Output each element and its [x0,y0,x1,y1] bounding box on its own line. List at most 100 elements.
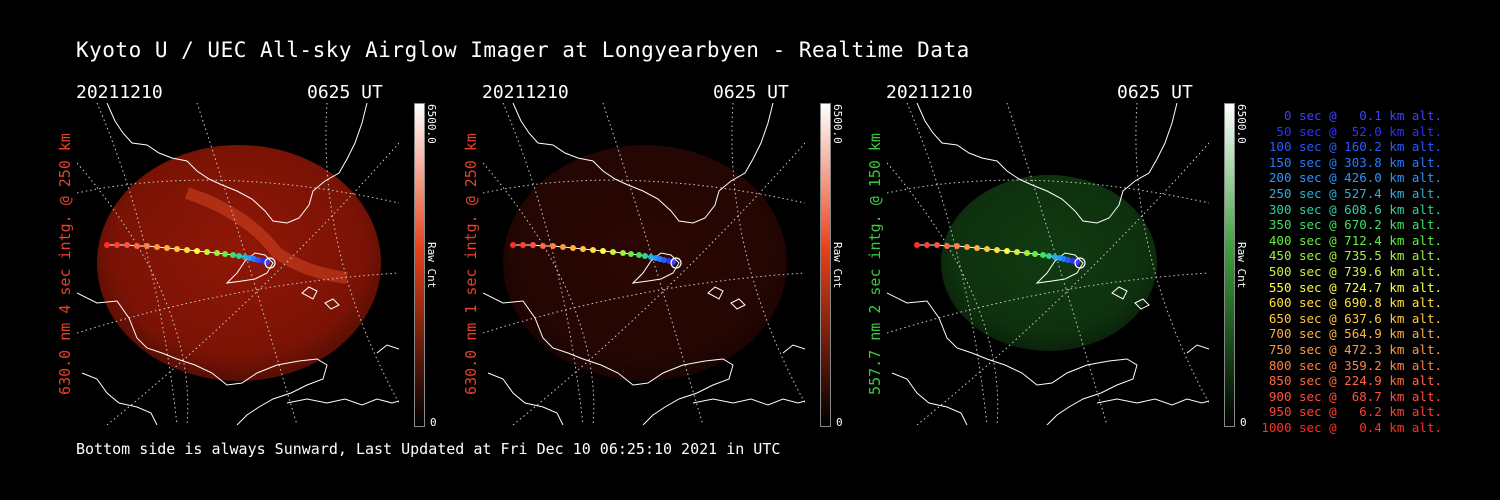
trajectory-point [628,251,634,257]
trajectory-point [164,245,170,251]
trajectory-point [236,253,242,259]
trajectory-point [540,243,546,249]
trajectory-point [242,254,248,260]
trajectory-point [144,243,150,249]
trajectory-point [1004,248,1010,254]
graticule-line [512,142,805,425]
footer-status: Bottom side is always Sunward, Last Upda… [76,440,781,458]
trajectory-point [550,243,556,249]
panel-2-allsky-map [483,103,805,425]
trajectory-point [230,252,236,258]
legend-row: 700 sec @ 564.9 km alt. [1268,326,1442,342]
panel-3-colorbar [1224,103,1235,427]
legend-row: 450 sec @ 735.5 km alt. [1268,248,1442,264]
coastline [891,372,968,425]
trajectory-point [661,257,667,263]
legend-row: 300 sec @ 608.6 km alt. [1268,201,1442,217]
trajectory-point [636,252,642,258]
panel-1-date: 20211210 [76,82,163,103]
coastline [106,103,368,224]
trajectory-point [944,243,950,249]
panel-3-colorbar-min: 0 [1240,416,1247,429]
panel-3-time: 0625 UT [1117,82,1193,103]
legend-row: 550 sec @ 724.7 km alt. [1268,279,1442,295]
station-marker [264,257,276,269]
trajectory-point [204,249,210,255]
panel-2-colorbar [820,103,831,427]
trajectory-point [642,253,648,259]
legend-row: 800 sec @ 359.2 km alt. [1268,357,1442,373]
trajectory-point [570,245,576,251]
coastline [1035,252,1084,284]
panel-map-canvas [483,103,805,425]
graticule-line [916,142,1209,425]
trajectory-point [590,247,596,253]
trajectory-point [104,242,110,248]
trajectory-point [1040,252,1046,258]
coastline [512,103,774,224]
panel-2-wavelength-label: 630.0 nm 1 sec intg. @ 250 km [462,133,480,395]
panel-1-colorbar-unit: Raw Cnt [425,242,438,289]
panel-3-colorbar-max: 6500.0 [1235,104,1248,144]
panel-map-canvas [77,103,399,425]
legend-row: 850 sec @ 224.9 km alt. [1268,373,1442,389]
graticule-line [906,103,988,425]
trajectory-point [194,248,200,254]
graticule-line [887,162,999,425]
legend-row: 400 sec @ 712.4 km alt. [1268,232,1442,248]
panel-1-time: 0625 UT [307,82,383,103]
trajectory-point [255,257,261,263]
legend-row: 650 sec @ 637.6 km alt. [1268,310,1442,326]
graticule-line [77,162,189,425]
trajectory-point [924,242,930,248]
coastline [916,103,1178,224]
trajectory-point [1052,254,1058,260]
trajectory-point [610,249,616,255]
coastline [81,372,158,425]
graticule-line [502,103,584,425]
coastline [1111,286,1150,310]
coastline [782,344,805,354]
legend-row: 950 sec @ 6.2 km alt. [1268,404,1442,420]
trajectory-point [994,247,1000,253]
panel-map-canvas [887,103,1209,425]
trajectory-point [974,245,980,251]
coastline [286,398,399,406]
panel-1-allsky-map [77,103,399,425]
trajectory-point [600,248,606,254]
coastline [376,344,399,354]
coastline [225,252,274,284]
graticule-line [96,103,178,425]
panel-3-date: 20211210 [886,82,973,103]
page-title: Kyoto U / UEC All-sky Airglow Imager at … [76,38,970,62]
trajectory-point [620,250,626,256]
trajectory-point [520,242,526,248]
coastline [707,286,746,310]
legend-row: 200 sec @ 426.0 km alt. [1268,170,1442,186]
graticule-line [106,142,399,425]
airglow-emission [97,145,381,381]
trajectory-point [964,244,970,250]
coastline [487,372,564,425]
legend-row: 350 sec @ 670.2 km alt. [1268,217,1442,233]
legend-row: 900 sec @ 68.7 km alt. [1268,388,1442,404]
graticule-line [483,162,595,425]
aurora-arc [185,187,348,284]
panel-1-colorbar [414,103,425,427]
trajectory-point [914,242,920,248]
trajectory-point [580,246,586,252]
coastline [1186,344,1209,354]
panel-2-colorbar-max: 6500.0 [831,104,844,144]
trajectory-point [184,247,190,253]
legend-row: 100 sec @ 160.2 km alt. [1268,139,1442,155]
trajectory-point [648,254,654,260]
airglow-emission [503,145,787,381]
trajectory-point [222,251,228,257]
trajectory-point [124,242,130,248]
trajectory-point [984,246,990,252]
coastline [887,292,1138,425]
trajectory-point [530,242,536,248]
trajectory-point [1065,257,1071,263]
trajectory-point [154,244,160,250]
trajectory-point [214,250,220,256]
